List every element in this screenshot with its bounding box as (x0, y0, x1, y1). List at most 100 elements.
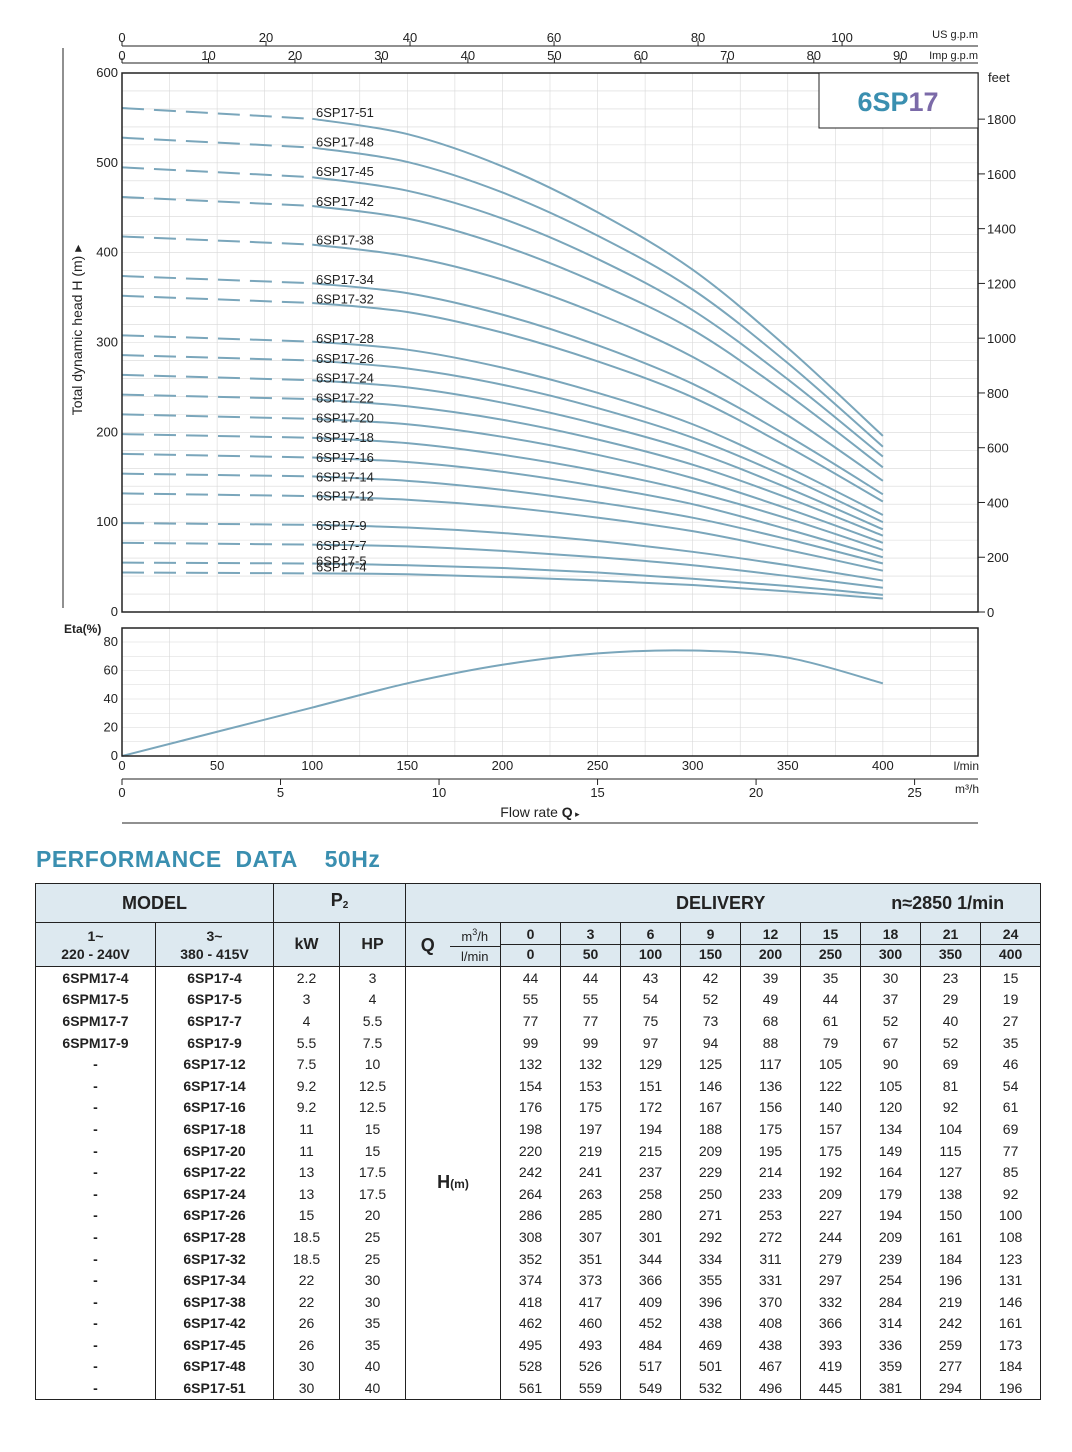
head-value-5: 279 (800, 1247, 862, 1270)
head-value-3: 334 (680, 1247, 742, 1270)
power-hp: 17.5 (338, 1182, 407, 1205)
lmin-tick-label: 50 (210, 758, 224, 773)
model-three-phase: 6SP17-16 (155, 1096, 274, 1119)
power-kw: 5.5 (273, 1031, 340, 1054)
head-value-1: 55 (560, 988, 622, 1011)
q-col-3: 9 150 (680, 922, 742, 967)
head-value-4: 233 (740, 1182, 802, 1205)
head-value-8: 146 (980, 1290, 1042, 1313)
curve-6SP17-48 (312, 146, 884, 448)
power-hp: 7.5 (338, 1031, 407, 1054)
power-kw: 30 (273, 1355, 340, 1378)
efficiency-curve (121, 649, 884, 757)
head-value-6: 209 (860, 1226, 922, 1248)
model-three-phase: 6SP17-45 (155, 1334, 274, 1356)
curve-6SP17-28 (312, 340, 884, 516)
power-kw: 7.5 (273, 1053, 340, 1075)
table-row: 6SPM17-4 6SP17-4 2.2 3 H(m) 44 44 43 42 39 35 30 23 1… (35, 965, 1042, 1400)
table-row: -6SP17-18 11 15 198 197 194 188 175 157 134 104 69 (35, 1118, 1042, 1140)
imp-gpm-tick-label: 0 (118, 48, 125, 63)
power-kw: 9.2 (273, 1074, 340, 1097)
head-value-0: 286 (500, 1204, 562, 1227)
power-hp: 30 (338, 1269, 407, 1291)
head-value-5: 244 (800, 1226, 862, 1248)
imp-gpm-tick-label: 70 (720, 48, 734, 63)
head-value-4: 408 (740, 1312, 802, 1335)
delivery-header: DELIVERY n≈2850 1/min (405, 883, 1042, 923)
feet-tick-label: 600 (987, 441, 1009, 456)
head-value-0: 418 (500, 1290, 562, 1313)
head-value-0: 154 (500, 1074, 562, 1097)
curve-label-6SP17-28: 6SP17-28 (316, 331, 374, 346)
curve-label-6SP17-18: 6SP17-18 (316, 430, 374, 445)
head-value-5: 44 (800, 988, 862, 1011)
feet-tick-label: 400 (987, 495, 1009, 510)
curve-6SP17-20 (312, 417, 884, 544)
head-value-3: 292 (680, 1226, 742, 1248)
model-single-phase: 6SPM17-7 (35, 1010, 156, 1032)
head-value-6: 359 (860, 1355, 922, 1378)
curve-label-6SP17-7: 6SP17-7 (316, 538, 367, 553)
curve-6SP17-42 (312, 204, 884, 469)
head-value-3: 188 (680, 1118, 742, 1140)
model-single-phase: 6SPM17-9 (35, 1031, 156, 1054)
head-value-7: 184 (920, 1247, 982, 1270)
head-value-4: 39 (740, 965, 802, 989)
q-col-5: 15 250 (800, 922, 862, 967)
power-hp: 35 (338, 1334, 407, 1356)
power-hp: 20 (338, 1204, 407, 1227)
head-value-0: 462 (500, 1312, 562, 1335)
power-hp: 5.5 (338, 1010, 407, 1032)
head-value-6: 336 (860, 1334, 922, 1356)
curve-label-6SP17-45: 6SP17-45 (316, 164, 374, 179)
lmin-unit-label: l/min (954, 759, 979, 773)
lmin-tick-label: 300 (682, 758, 704, 773)
model-single-phase: - (35, 1290, 156, 1313)
power-hp: 25 (338, 1226, 407, 1248)
curve-label-6SP17-14: 6SP17-14 (316, 470, 374, 485)
model-three-phase: 6SP17-38 (155, 1290, 274, 1313)
power-hp: 4 (338, 988, 407, 1011)
head-value-4: 272 (740, 1226, 802, 1248)
m3h-tick-label: 10 (432, 785, 446, 800)
head-value-0: 176 (500, 1096, 562, 1119)
head-value-6: 164 (860, 1161, 922, 1183)
head-value-5: 175 (800, 1139, 862, 1162)
head-label: H(m) (405, 966, 502, 1400)
head-value-8: 61 (980, 1096, 1042, 1119)
us-gpm-tick-label: 80 (691, 30, 705, 45)
p2-header: P2 (272, 883, 407, 923)
head-value-4: 467 (740, 1355, 802, 1378)
m3h-tick-label: 0 (118, 785, 125, 800)
head-value-1: 175 (560, 1096, 622, 1119)
head-value-1: 153 (560, 1074, 622, 1097)
curve-6SP17-22 (312, 398, 884, 537)
head-value-3: 229 (680, 1161, 742, 1183)
head-value-0: 561 (500, 1377, 562, 1400)
model-single-phase: - (35, 1074, 156, 1097)
head-value-2: 280 (620, 1204, 682, 1227)
delivery-label: DELIVERY (676, 893, 766, 913)
head-value-6: 284 (860, 1290, 922, 1313)
head-value-3: 532 (680, 1377, 742, 1400)
curve-6SP17-18 (312, 436, 884, 551)
head-value-8: 100 (980, 1204, 1042, 1227)
table-row: -6SP17-22 13 17.5 242 241 237 229 214 192 164 127 8… (35, 1161, 1042, 1183)
lmin-tick-label: 0 (118, 758, 125, 773)
head-value-7: 81 (920, 1074, 982, 1097)
head-value-7: 242 (920, 1312, 982, 1335)
head-value-7: 23 (920, 965, 982, 989)
head-value-3: 52 (680, 988, 742, 1011)
curve-label-6SP17-26: 6SP17-26 (316, 351, 374, 366)
head-value-0: 242 (500, 1161, 562, 1183)
head-value-8: 54 (980, 1074, 1042, 1097)
head-value-7: 277 (920, 1355, 982, 1378)
head-value-2: 75 (620, 1010, 682, 1032)
head-value-8: 85 (980, 1161, 1042, 1183)
head-value-0: 220 (500, 1139, 562, 1162)
power-kw: 9.2 (273, 1096, 340, 1119)
head-value-2: 215 (620, 1139, 682, 1162)
head-value-8: 196 (980, 1377, 1042, 1400)
imp-gpm-tick-label: 60 (634, 48, 648, 63)
head-value-8: 15 (980, 965, 1042, 989)
